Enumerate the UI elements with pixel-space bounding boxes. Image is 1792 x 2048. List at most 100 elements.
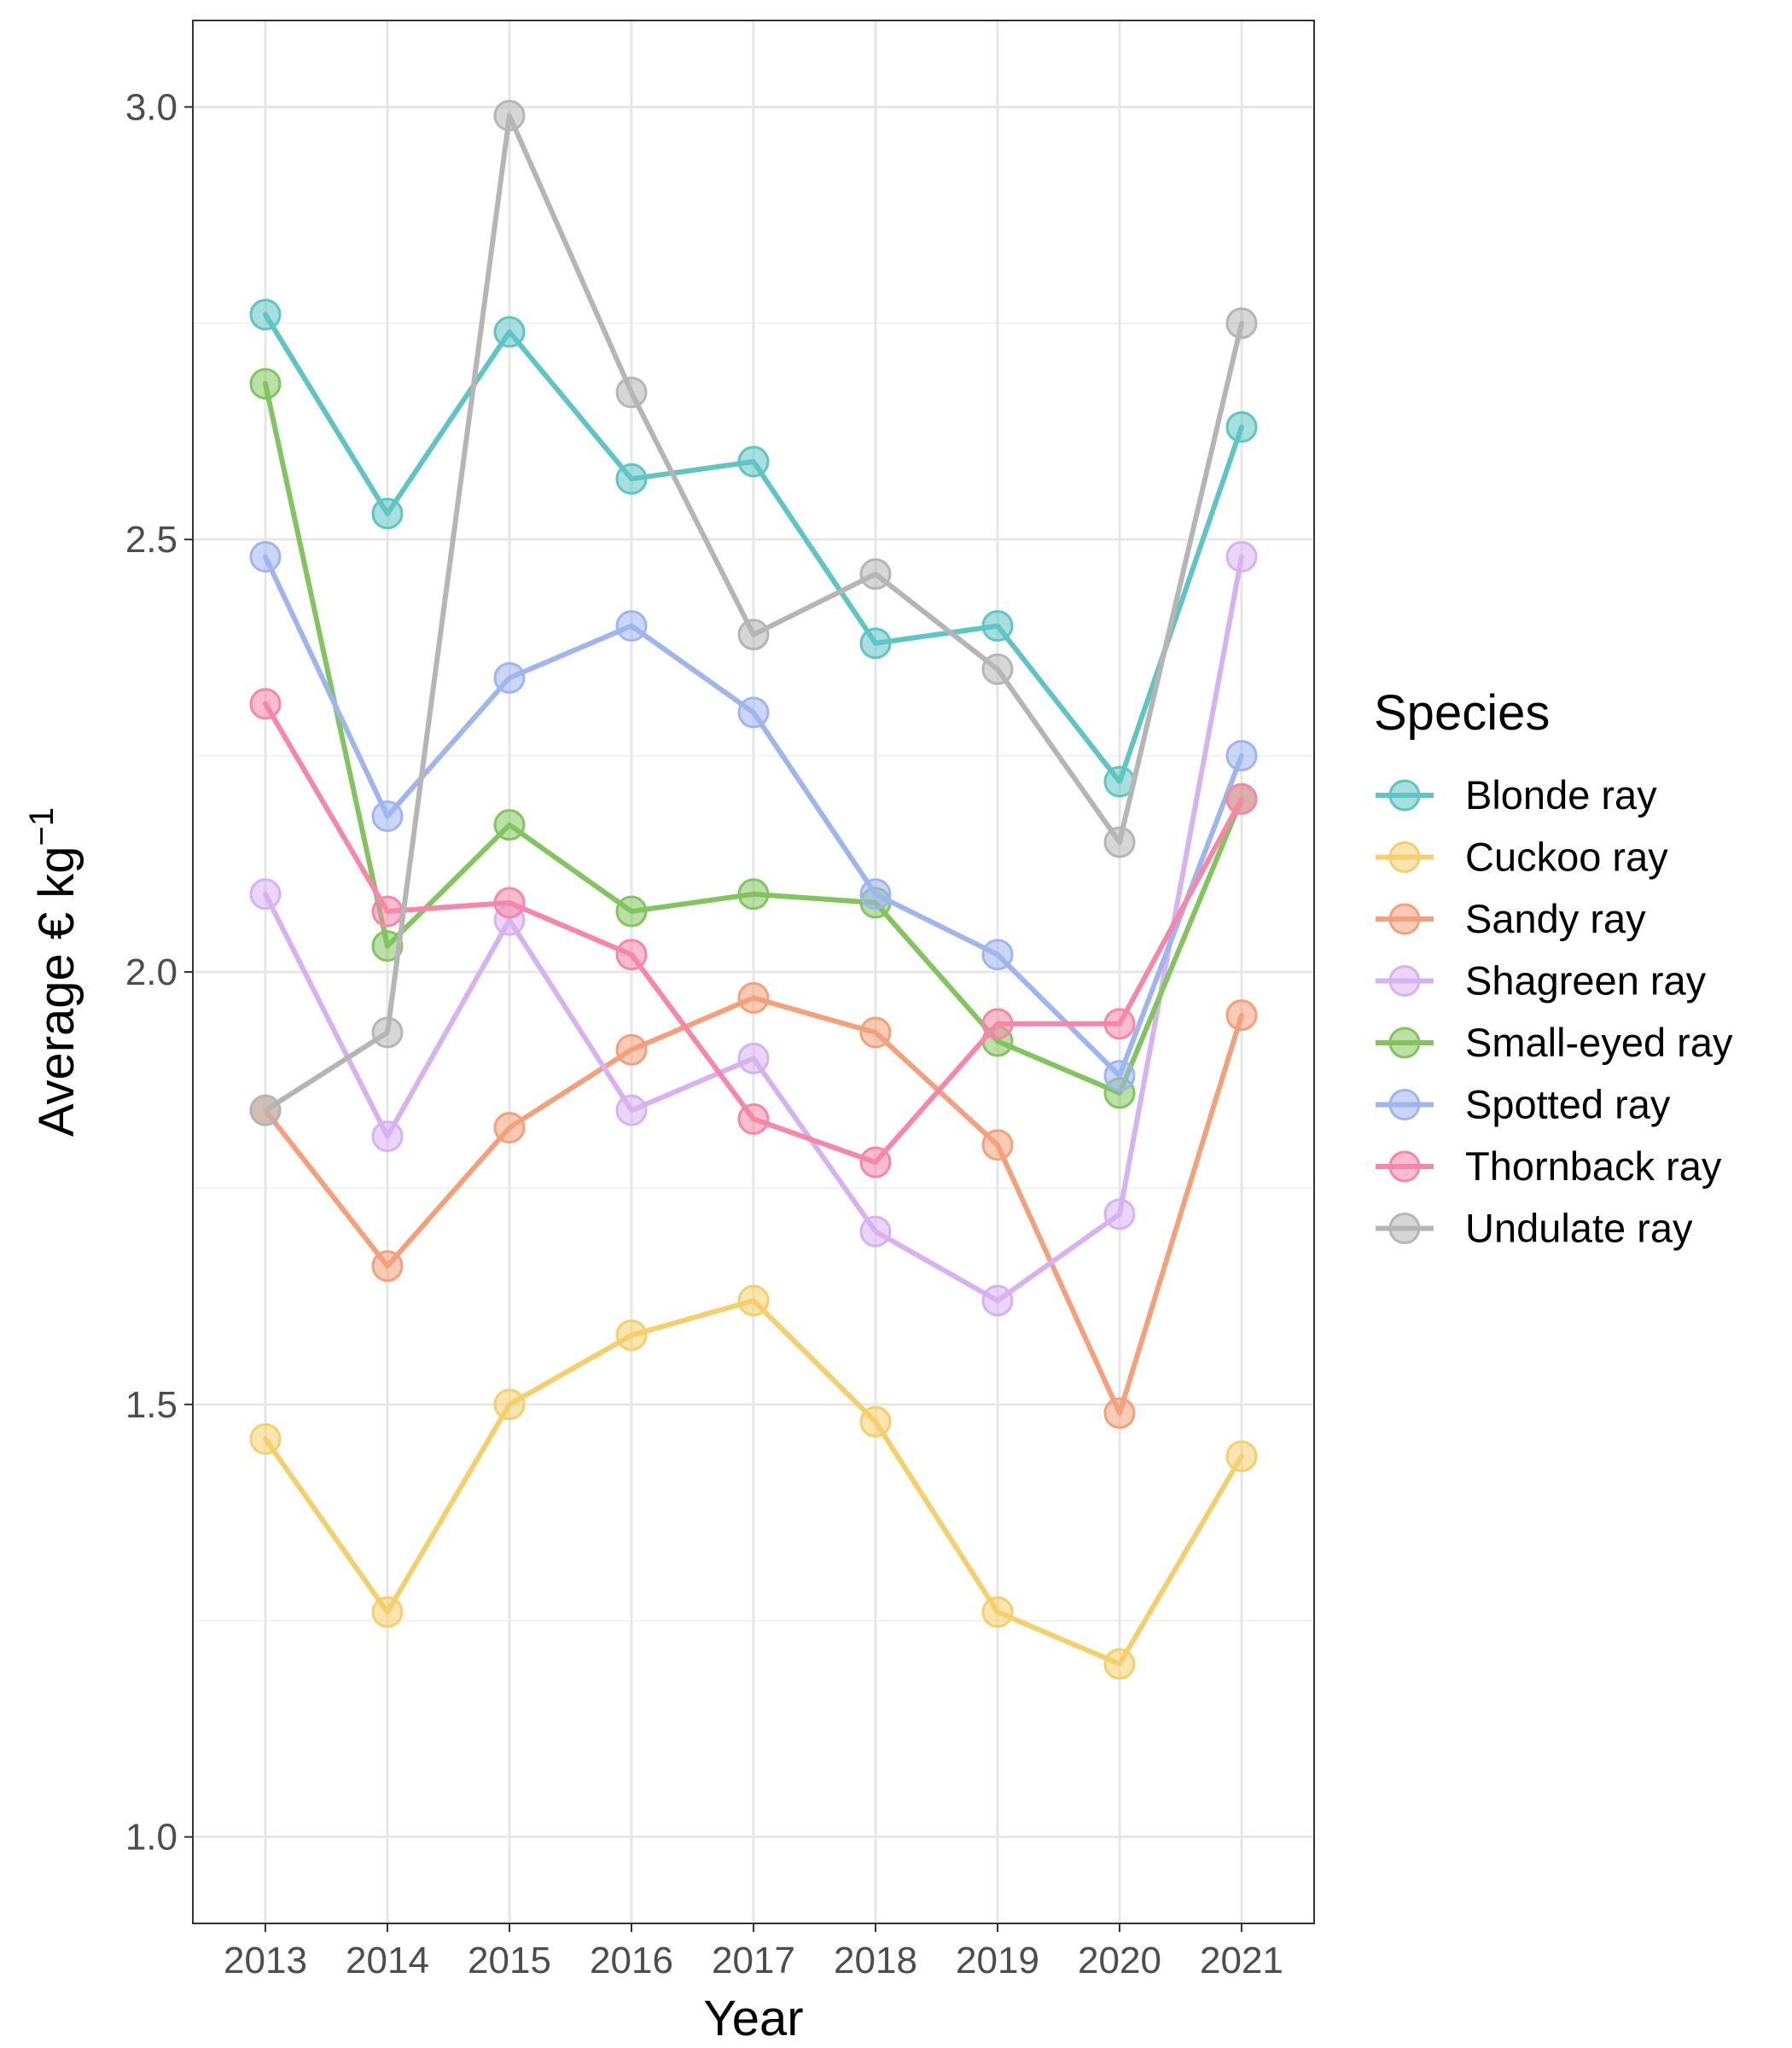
data-point	[249, 1423, 282, 1455]
legend-key-point	[1388, 1027, 1421, 1059]
data-point	[1225, 999, 1258, 1032]
y-tick-label: 1.0	[125, 1817, 177, 1859]
data-point	[981, 653, 1014, 685]
y-tick-label: 3.0	[125, 86, 177, 128]
data-point	[615, 1319, 648, 1352]
data-point	[615, 939, 648, 971]
legend: Blonde ray Cuckoo ray Sandy ray Shagreen ra…	[1376, 772, 1733, 1251]
x-tick-label: 2016	[590, 1940, 673, 1981]
data-point	[1225, 410, 1258, 443]
data-point	[981, 939, 1014, 971]
legend-key-point	[1388, 1150, 1421, 1183]
data-point	[615, 895, 648, 928]
x-tick-label: 2017	[712, 1940, 795, 1981]
data-point	[1103, 1198, 1136, 1231]
legend-label: Shagreen ray	[1465, 958, 1707, 1004]
data-point	[1225, 783, 1258, 815]
data-point	[493, 1388, 526, 1421]
data-point	[859, 627, 892, 660]
data-point	[493, 887, 526, 919]
y-tick-label: 1.5	[125, 1384, 177, 1426]
data-point	[493, 100, 526, 131]
series-blonde-ray	[249, 299, 1258, 798]
legend-label: Spotted ray	[1465, 1082, 1671, 1127]
legend-key-point	[1388, 903, 1421, 935]
legend-item: Thornback ray	[1376, 1143, 1722, 1189]
legend-item: Blonde ray	[1376, 772, 1657, 817]
x-tick-label: 2020	[1078, 1940, 1161, 1981]
data-point	[1225, 1440, 1258, 1473]
data-point	[493, 316, 526, 348]
legend-item: Cuckoo ray	[1376, 835, 1668, 880]
data-point	[615, 463, 648, 495]
series-spotted-ray	[249, 540, 1258, 1092]
legend-label: Thornback ray	[1465, 1143, 1722, 1189]
x-axis-title: Year	[703, 1991, 803, 2046]
data-point	[737, 1284, 770, 1317]
x-tick-label: 2015	[468, 1940, 551, 1981]
data-point	[859, 1215, 892, 1248]
data-point	[371, 1250, 404, 1283]
series-cuckoo-ray	[249, 1284, 1258, 1680]
data-point	[371, 930, 404, 963]
legend-label: Undulate ray	[1465, 1206, 1693, 1251]
legend-key-point	[1388, 965, 1421, 997]
x-tick-label: 2021	[1200, 1940, 1283, 1981]
data-point	[1103, 826, 1136, 858]
data-point	[737, 1042, 770, 1074]
data-point	[1225, 540, 1258, 573]
data-point	[1103, 1648, 1136, 1680]
data-point	[371, 1120, 404, 1153]
x-tick-label: 2018	[834, 1940, 917, 1981]
legend-key-point	[1388, 779, 1421, 812]
series-layer	[249, 100, 1258, 1680]
data-point	[615, 1033, 648, 1066]
data-point	[615, 1094, 648, 1126]
data-point	[981, 1284, 1014, 1317]
legend-label: Sandy ray	[1465, 896, 1646, 941]
data-point	[1103, 1397, 1136, 1429]
series-small-eyed-ray	[249, 368, 1258, 1109]
legend-item: Small-eyed ray	[1376, 1020, 1733, 1065]
data-point	[859, 1405, 892, 1438]
data-point	[249, 540, 282, 573]
data-point	[1103, 1008, 1136, 1040]
x-tick-label: 2019	[956, 1940, 1039, 1981]
data-point	[371, 497, 404, 530]
data-point	[737, 696, 770, 729]
legend-label: Small-eyed ray	[1465, 1020, 1733, 1065]
data-point	[737, 878, 770, 911]
data-point	[737, 981, 770, 1014]
y-tick-label: 2.5	[125, 519, 177, 561]
data-point	[371, 1016, 404, 1049]
legend-title: Species	[1374, 685, 1550, 741]
data-point	[981, 1008, 1014, 1040]
data-point	[1225, 740, 1258, 772]
data-point	[249, 688, 282, 720]
data-point	[249, 368, 282, 400]
legend-item: Undulate ray	[1376, 1206, 1693, 1251]
legend-key-point	[1388, 1213, 1421, 1244]
data-point	[371, 1596, 404, 1628]
y-axis-title: Average € kg−1	[23, 807, 84, 1137]
data-point	[1225, 307, 1258, 340]
series-thornback-ray	[249, 688, 1258, 1178]
data-point	[371, 800, 404, 833]
legend-key-point	[1388, 1089, 1421, 1120]
legend-label: Blonde ray	[1465, 772, 1657, 817]
y-axis-title-main: Average € kg	[29, 846, 84, 1137]
data-point	[859, 1146, 892, 1178]
legend-item: Shagreen ray	[1376, 958, 1707, 1004]
data-point	[371, 895, 404, 928]
data-point	[249, 1094, 282, 1126]
legend-label: Cuckoo ray	[1465, 835, 1668, 880]
data-point	[737, 619, 770, 651]
data-point	[249, 299, 282, 331]
data-point	[859, 1016, 892, 1049]
series-shagreen-ray	[249, 540, 1258, 1317]
x-tick-label: 2013	[224, 1940, 307, 1981]
series-undulate-ray	[249, 100, 1258, 1126]
data-point	[493, 661, 526, 694]
data-point	[615, 610, 648, 643]
